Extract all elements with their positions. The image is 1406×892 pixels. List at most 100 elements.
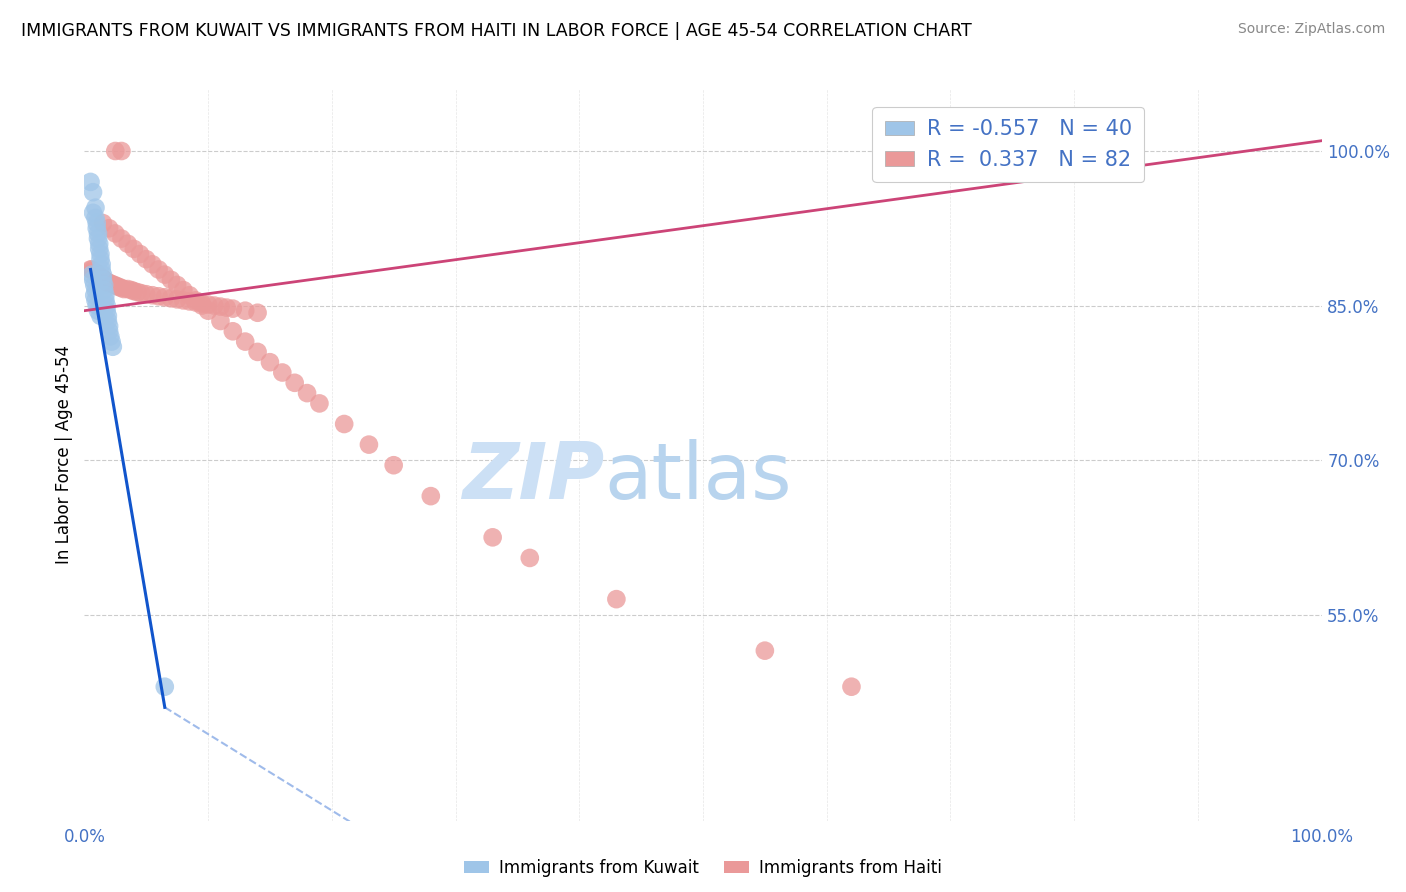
Point [357,437,380,451]
Point [96,299,118,313]
Point [89,268,111,283]
Point [89,309,111,323]
Point [89,269,111,284]
Point [93,277,115,292]
Point [84,266,107,280]
Point [108,280,131,294]
Point [97,314,120,328]
Point [179,294,201,309]
Point [86,221,108,235]
Point [122,284,145,298]
Point [91,268,114,282]
Text: ZIP: ZIP [461,439,605,515]
Point [153,268,176,282]
Point [209,314,232,328]
Point [87,303,110,318]
Point [87,231,110,245]
Point [100,334,122,349]
Point [90,257,112,271]
Point [83,277,105,292]
Point [91,216,114,230]
Point [197,303,219,318]
Point [84,211,107,225]
Point [246,345,269,359]
Point [120,283,142,297]
Point [127,285,149,300]
Point [202,299,225,313]
Point [94,274,117,288]
Point [93,273,115,287]
Point [135,287,157,301]
Point [90,270,112,285]
Point [110,281,132,295]
Point [841,680,863,694]
Point [172,283,194,297]
Point [246,306,269,320]
Point [419,489,441,503]
Point [89,247,111,261]
Point [98,276,121,290]
Point [103,277,125,292]
Point [605,592,627,607]
Point [148,262,170,277]
Point [191,296,214,310]
Point [105,279,128,293]
Point [160,291,183,305]
Point [271,366,294,380]
Point [89,242,111,256]
Text: atlas: atlas [605,439,792,515]
Point [233,303,256,318]
Point [166,293,188,307]
Point [153,680,176,694]
Point [222,324,245,338]
Point [89,236,111,251]
Point [160,273,183,287]
Point [94,288,117,302]
Point [80,262,103,277]
Point [112,282,135,296]
Point [382,458,405,473]
Point [98,324,121,338]
Point [117,236,139,251]
Point [97,309,120,323]
Point [141,288,163,302]
Point [82,206,104,220]
Point [110,144,132,158]
Point [89,252,111,267]
Text: IMMIGRANTS FROM KUWAIT VS IMMIGRANTS FROM HAITI IN LABOR FORCE | AGE 45-54 CORRE: IMMIGRANTS FROM KUWAIT VS IMMIGRANTS FRO… [21,22,972,40]
Point [104,227,127,241]
Point [222,301,245,316]
Point [166,277,188,292]
Point [122,242,145,256]
Point [90,262,112,277]
Point [100,277,122,291]
Point [86,267,108,281]
Point [148,289,170,303]
Point [209,300,232,314]
Point [93,283,115,297]
Point [259,355,281,369]
Point [184,295,207,310]
Point [98,319,121,334]
Point [333,417,356,431]
Legend: Immigrants from Kuwait, Immigrants from Haiti: Immigrants from Kuwait, Immigrants from … [457,853,949,884]
Point [191,299,214,313]
Point [79,262,101,277]
Point [519,550,541,565]
Point [295,386,318,401]
Point [172,293,194,308]
Point [754,643,776,657]
Point [84,201,107,215]
Point [197,297,219,311]
Text: Source: ZipAtlas.com: Source: ZipAtlas.com [1237,22,1385,37]
Point [82,273,104,287]
Point [83,288,105,302]
Point [82,263,104,277]
Point [97,276,120,290]
Point [87,227,110,241]
Point [79,175,101,189]
Point [308,396,330,410]
Point [96,303,118,318]
Point [110,231,132,245]
Point [83,264,105,278]
